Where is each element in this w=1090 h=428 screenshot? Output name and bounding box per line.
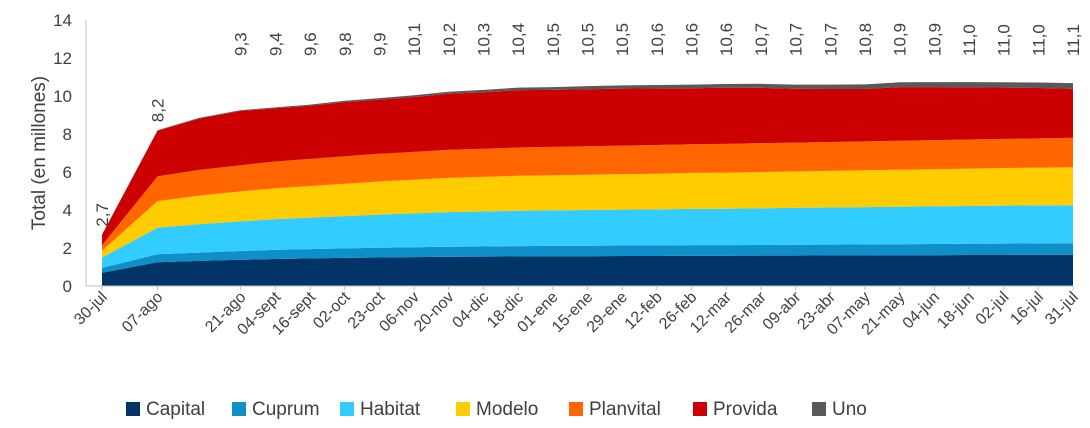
legend-label-capital: Capital — [146, 399, 205, 420]
x-tick-label: 18-jun — [934, 289, 977, 332]
total-label: 10,5 — [579, 23, 598, 56]
legend-label-modelo: Modelo — [476, 399, 538, 420]
legend-swatch-habitat — [340, 402, 354, 416]
area-provida — [102, 87, 1073, 246]
total-label: 10,1 — [405, 23, 424, 56]
area-modelo — [102, 167, 1073, 258]
y-tick-labels: 0 2 4 6 8 10 12 14 — [53, 11, 72, 296]
total-label: 11,0 — [960, 24, 979, 56]
area-cuprum — [102, 243, 1073, 273]
total-label: 10,8 — [856, 23, 875, 56]
legend-swatch-uno — [812, 402, 826, 416]
x-tick-label: 09-abr — [760, 288, 805, 333]
total-label: 2,7 — [93, 203, 112, 227]
x-tick-label: 07-ago — [119, 289, 166, 336]
total-label: 11,0 — [995, 24, 1014, 56]
total-label: 9,9 — [370, 32, 389, 56]
legend-label-habitat: Habitat — [360, 399, 421, 420]
legend-swatch-modelo — [456, 402, 470, 416]
y-tick-label: 4 — [63, 201, 72, 220]
total-label: 10,4 — [509, 23, 528, 56]
x-tick-label: 16-jul — [1007, 289, 1047, 329]
total-label: 9,6 — [301, 32, 320, 56]
x-tick-labels: 30-jul 07-ago 21-ago04-sept16-sept02-oct23… — [71, 286, 1082, 339]
x-tick-label: 04-dic — [449, 289, 492, 332]
legend-swatch-planvital — [569, 402, 583, 416]
y-axis-title: Total (en millones) — [29, 76, 50, 230]
x-tick-label: 20-nov — [411, 289, 458, 336]
y-tick-label: 0 — [63, 277, 72, 296]
total-label: 9,8 — [336, 32, 355, 56]
total-label: 11,1 — [1064, 24, 1083, 56]
total-label: 10,6 — [648, 23, 667, 56]
legend-label-cuprum: Cuprum — [252, 399, 320, 420]
area-series-group — [102, 82, 1073, 286]
total-label: 10,7 — [821, 23, 840, 56]
area-capital — [102, 254, 1073, 286]
legend-label-uno: Uno — [832, 399, 867, 420]
x-tick-label: 30-jul — [71, 289, 111, 329]
legend: Capital Cuprum Habitat Modelo Planvital Provi… — [126, 399, 867, 420]
total-label: 10,7 — [787, 23, 806, 56]
total-label: 10,7 — [752, 23, 771, 56]
x-tick-label: 12-feb — [622, 289, 666, 333]
y-tick-label: 12 — [53, 49, 72, 68]
total-label: 10,6 — [717, 23, 736, 56]
total-data-labels: 2,7 8,2 9,3 9,4 9,6 9,8 9,9 10,1 10,2 10,3 10,4 10,… — [93, 23, 1083, 227]
total-label: 9,3 — [232, 32, 251, 56]
x-tick-label: 04-jun — [900, 289, 943, 332]
y-tick-label: 14 — [53, 11, 72, 30]
total-label: 10,5 — [544, 23, 563, 56]
total-label: 11,0 — [1029, 24, 1048, 56]
axes-group — [85, 20, 1073, 287]
legend-label-planvital: Planvital — [589, 399, 661, 420]
legend-swatch-provida — [693, 402, 707, 416]
y-tick-label: 6 — [63, 163, 72, 182]
y-tick-label: 2 — [63, 239, 72, 258]
total-label: 9,4 — [266, 32, 285, 56]
y-tick-label: 8 — [63, 125, 72, 144]
total-label: 10,6 — [683, 23, 702, 56]
total-label: 10,3 — [475, 23, 494, 56]
total-label: 10,5 — [613, 23, 632, 56]
legend-swatch-capital — [126, 402, 140, 416]
legend-label-provida: Provida — [713, 399, 778, 420]
total-label: 8,2 — [149, 99, 168, 123]
legend-swatch-cuprum — [232, 402, 246, 416]
y-tick-label: 10 — [53, 87, 72, 106]
x-tick-label: 31-jul — [1042, 289, 1082, 329]
total-label: 10,9 — [891, 23, 910, 56]
total-label: 10,9 — [925, 23, 944, 56]
area-habitat — [102, 205, 1073, 268]
x-tick-label: 02-oct — [310, 288, 354, 332]
area-planvital — [102, 137, 1073, 251]
x-tick-label: 02-jul — [973, 289, 1013, 329]
total-label: 10,2 — [440, 23, 459, 56]
